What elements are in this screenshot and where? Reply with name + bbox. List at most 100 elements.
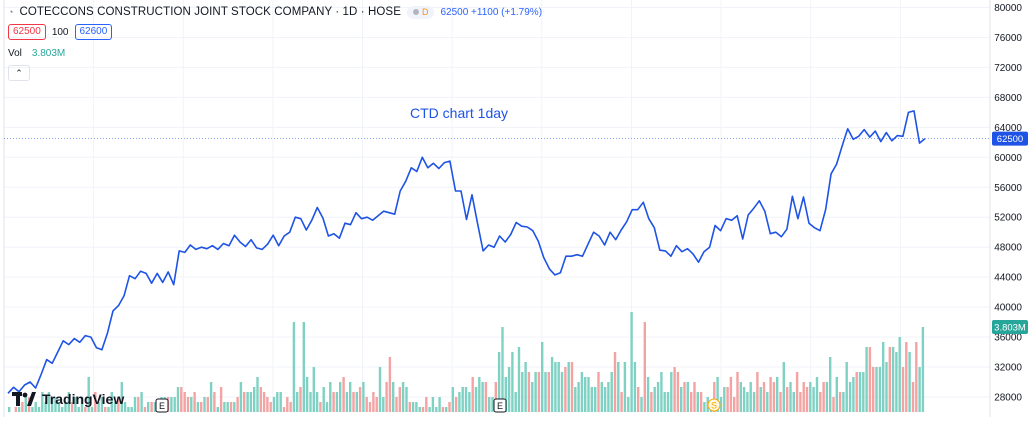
volume-bar [37,407,41,412]
volume-bar [594,387,597,412]
volume-bar [590,387,593,412]
volume-bar [663,392,666,412]
current-volume-label: 3.803M [994,323,1026,334]
volume-bar [759,387,762,412]
volume-bar [478,377,481,412]
volume-bar [550,357,554,412]
volume-bar [305,377,309,412]
status-dot-icon [412,9,419,15]
volume-bar [752,392,756,412]
volume-bar [332,392,335,412]
volume-bar [137,397,140,412]
volume-bar [411,402,415,412]
symbol-title[interactable]: COTECCONS CONSTRUCTION JOINT STOCK COMPA… [19,6,401,18]
volume-bar [584,377,587,412]
volume-bar [34,402,37,412]
volume-bar [696,392,699,412]
volume-bar [451,387,454,412]
volume-bar [835,377,838,412]
volume-bar [776,377,779,412]
volume-bar [786,387,789,412]
volume-bar [882,342,885,412]
volume-bar [620,392,623,412]
volume-bar [8,407,11,412]
volume-bar [206,397,209,412]
volume-bar [494,382,497,412]
volume-bar [322,387,325,412]
volume-bar [253,387,256,412]
tradingview-mark-icon [12,392,36,406]
volume-bar [150,402,153,412]
volume-bar [401,382,405,412]
volume-bar [637,387,640,412]
volume-bar [822,382,825,412]
buy-button[interactable]: 62600 [74,24,113,40]
volume-bar [471,377,474,412]
volume-label: Vol [8,47,22,59]
volume-bar [610,372,613,412]
volume-bar [342,377,345,412]
volume-bar [862,372,865,412]
volume-bar [726,387,729,412]
volume-bar [564,367,567,412]
volume-bar [408,402,411,412]
volume-bar [421,407,425,412]
symbol-row: ◔ COTECCONS CONSTRUCTION JOINT STOCK COM… [8,4,542,20]
quantity-value[interactable]: 100 [51,26,69,38]
volume-bar [382,397,385,412]
volume-bar [415,402,418,412]
sell-button[interactable]: 62500 [8,24,46,40]
volume-bar [901,367,905,412]
y-tick-label: 40000 [994,303,1022,314]
volume-bar [733,397,736,412]
earnings-marker [155,398,169,413]
volume-bar [47,392,51,412]
volume-bar [345,392,349,412]
volume-bar [716,377,719,412]
earnings-marker-label: E [159,401,165,411]
volume-bar [746,392,749,412]
current-price-label: 62500 [997,134,1023,145]
volume-bar [617,362,620,412]
collapse-legend-button[interactable]: ⌃ [8,65,30,81]
volume-bar [865,347,868,412]
volume-bar [650,392,653,412]
volume-bar [319,402,322,412]
volume-bar [70,402,74,412]
volume-bar [603,387,607,412]
volume-bar [286,397,289,412]
tradingview-logo[interactable]: TradingView [12,391,124,407]
volume-bar [458,392,461,412]
volume-bar [802,382,805,412]
volume-bar [153,402,157,412]
volume-bar [375,397,378,412]
volume-bar [921,327,925,412]
volume-bar [888,347,891,412]
volume-bar [703,402,706,412]
y-tick-label: 60000 [994,153,1022,164]
volume-bar [699,392,703,412]
volume-bar [653,387,656,412]
volume-bar [560,372,564,412]
volume-bar [392,382,395,412]
volume-bar [299,387,302,412]
volume-bar [557,362,560,412]
volume-bar [643,322,646,412]
volume-bar [186,397,190,412]
volume-bar [646,377,650,412]
volume-bar [309,392,312,412]
volume-bar [246,392,249,412]
volume-bar [911,382,915,412]
volume-bar [44,402,47,412]
volume-bar [431,397,435,412]
volume-bar [418,407,421,412]
volume-bar [94,392,97,412]
y-tick-label: 76000 [994,33,1022,44]
timeframe-badge[interactable]: D [406,5,435,19]
volume-bar [123,402,127,412]
volume-bar [226,402,229,412]
volume-bar [507,367,511,412]
volume-bar [613,352,617,412]
